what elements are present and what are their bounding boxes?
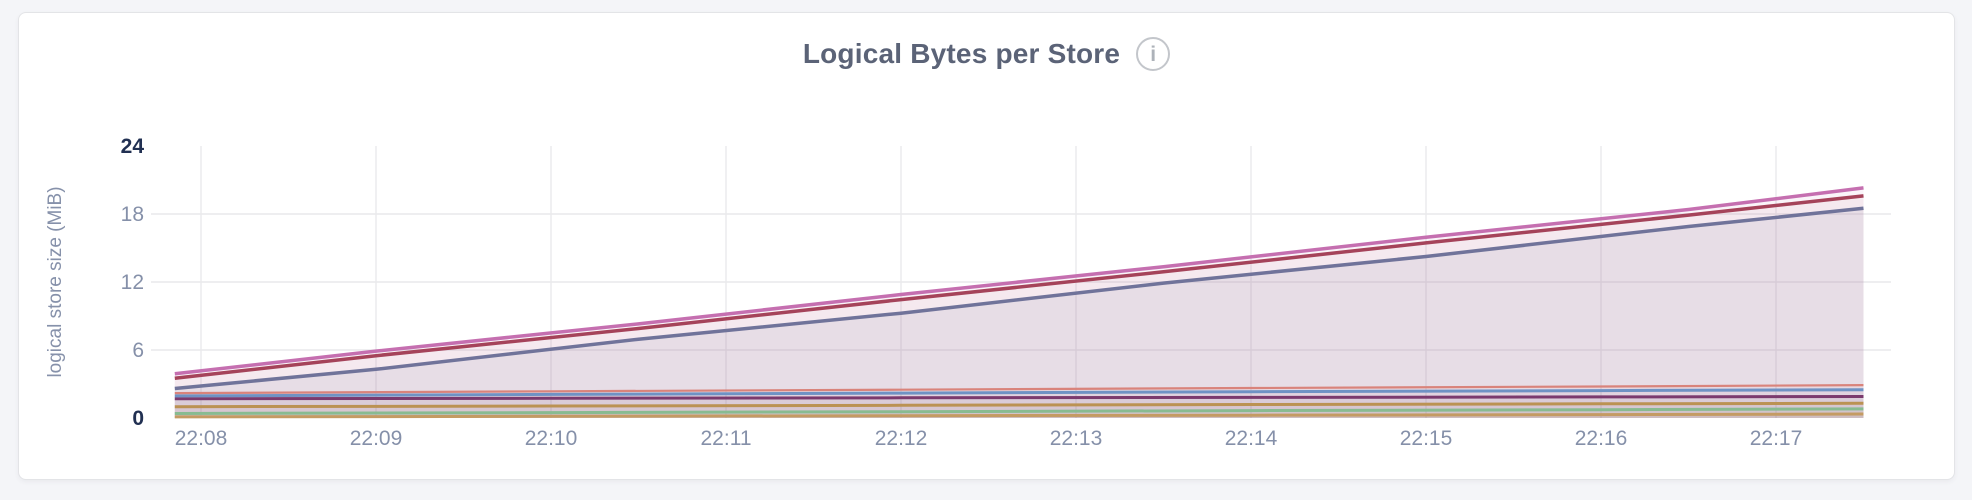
series-3-line: [174, 401, 1864, 409]
series-6-line: [174, 384, 1864, 395]
series-1-line: [174, 412, 1864, 419]
x-axis-tick-label: 22:08: [175, 427, 228, 450]
series-2-line: [174, 407, 1864, 415]
series-7-line: [174, 206, 1864, 391]
x-axis-tick-label: 22:13: [1050, 427, 1103, 450]
x-axis-tick-label: 22:15: [1400, 427, 1453, 450]
y-axis-tick-label: 0: [132, 407, 144, 430]
x-axis-tick-label: 22:16: [1575, 427, 1628, 450]
info-icon[interactable]: i: [1136, 37, 1171, 71]
y-axis-title: logical store size (MiB): [45, 186, 66, 377]
x-axis-tick-label: 22:10: [525, 427, 578, 450]
y-axis-tick-label: 24: [121, 135, 145, 158]
chart-card: Logical Bytes per Store i 22:08 22:09 22:1…: [18, 12, 1955, 480]
x-axis-tick-label: 22:14: [1225, 427, 1278, 450]
series-7-area: [174, 208, 1864, 418]
series-4-line: [174, 395, 1864, 401]
series-5-line: [174, 388, 1864, 398]
x-axis-tick-label: 22:09: [350, 427, 403, 450]
series-8-line: [174, 194, 1864, 381]
y-axis-tick-label: 6: [132, 339, 144, 362]
chart-header: Logical Bytes per Store i: [19, 37, 1954, 71]
series-8-area: [174, 195, 1864, 418]
series-9-line: [174, 186, 1864, 376]
y-axis-tick-label: 12: [121, 271, 144, 294]
x-axis-tick-label: 22:17: [1750, 427, 1803, 450]
chart-title: Logical Bytes per Store: [802, 38, 1121, 69]
x-axis-tick-label: 22:12: [875, 427, 928, 450]
x-axis-tick-label: 22:11: [701, 427, 752, 450]
series-9-area: [174, 187, 1864, 418]
logical-bytes-per-store-chart[interactable]: 22:08 22:09 22:10 22:11 22:12 22:13 22:14 22:15…: [19, 13, 1956, 481]
y-axis-tick-label: 18: [121, 203, 144, 226]
